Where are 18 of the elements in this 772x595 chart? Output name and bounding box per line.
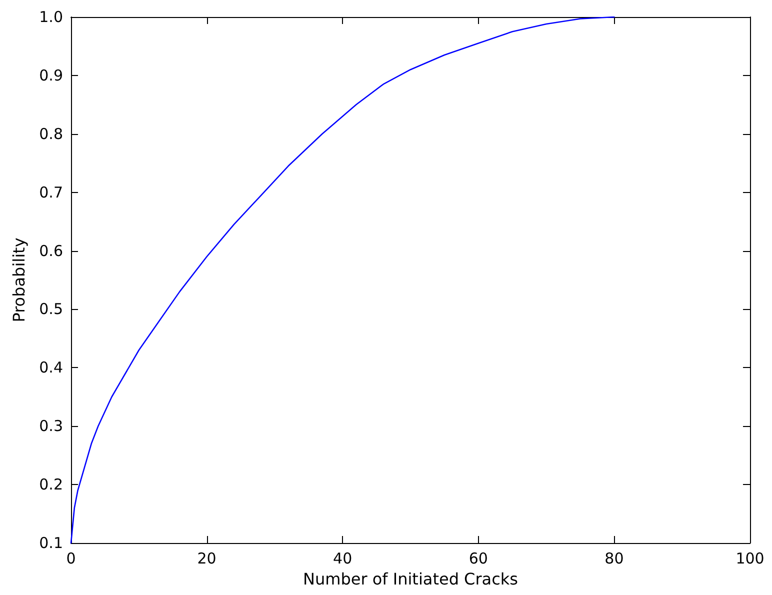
y-tick-label: 0.9 <box>39 66 63 84</box>
y-axis-title: Probability <box>10 238 28 322</box>
x-axis-title: Number of Initiated Cracks <box>302 570 518 588</box>
y-tick-label: 0.1 <box>39 534 63 552</box>
x-tick-label: 100 <box>736 550 764 568</box>
y-tick-label: 0.8 <box>39 124 63 143</box>
x-tick-label: 60 <box>468 550 488 568</box>
x-tick-label: 40 <box>333 550 352 568</box>
y-tick-label: 0.4 <box>39 358 63 377</box>
y-tick-label: 0.7 <box>39 183 63 202</box>
x-tick-label: 20 <box>197 550 216 568</box>
y-tick-label: 0.5 <box>39 300 63 318</box>
y-tick-label: 0.2 <box>39 476 63 494</box>
y-tick-label: 0.3 <box>39 417 63 436</box>
y-tick-label: 0.6 <box>39 242 63 260</box>
x-tick-label: 0 <box>66 550 76 568</box>
x-tick-label: 80 <box>604 550 624 568</box>
y-tick-label: 1.0 <box>39 8 63 26</box>
